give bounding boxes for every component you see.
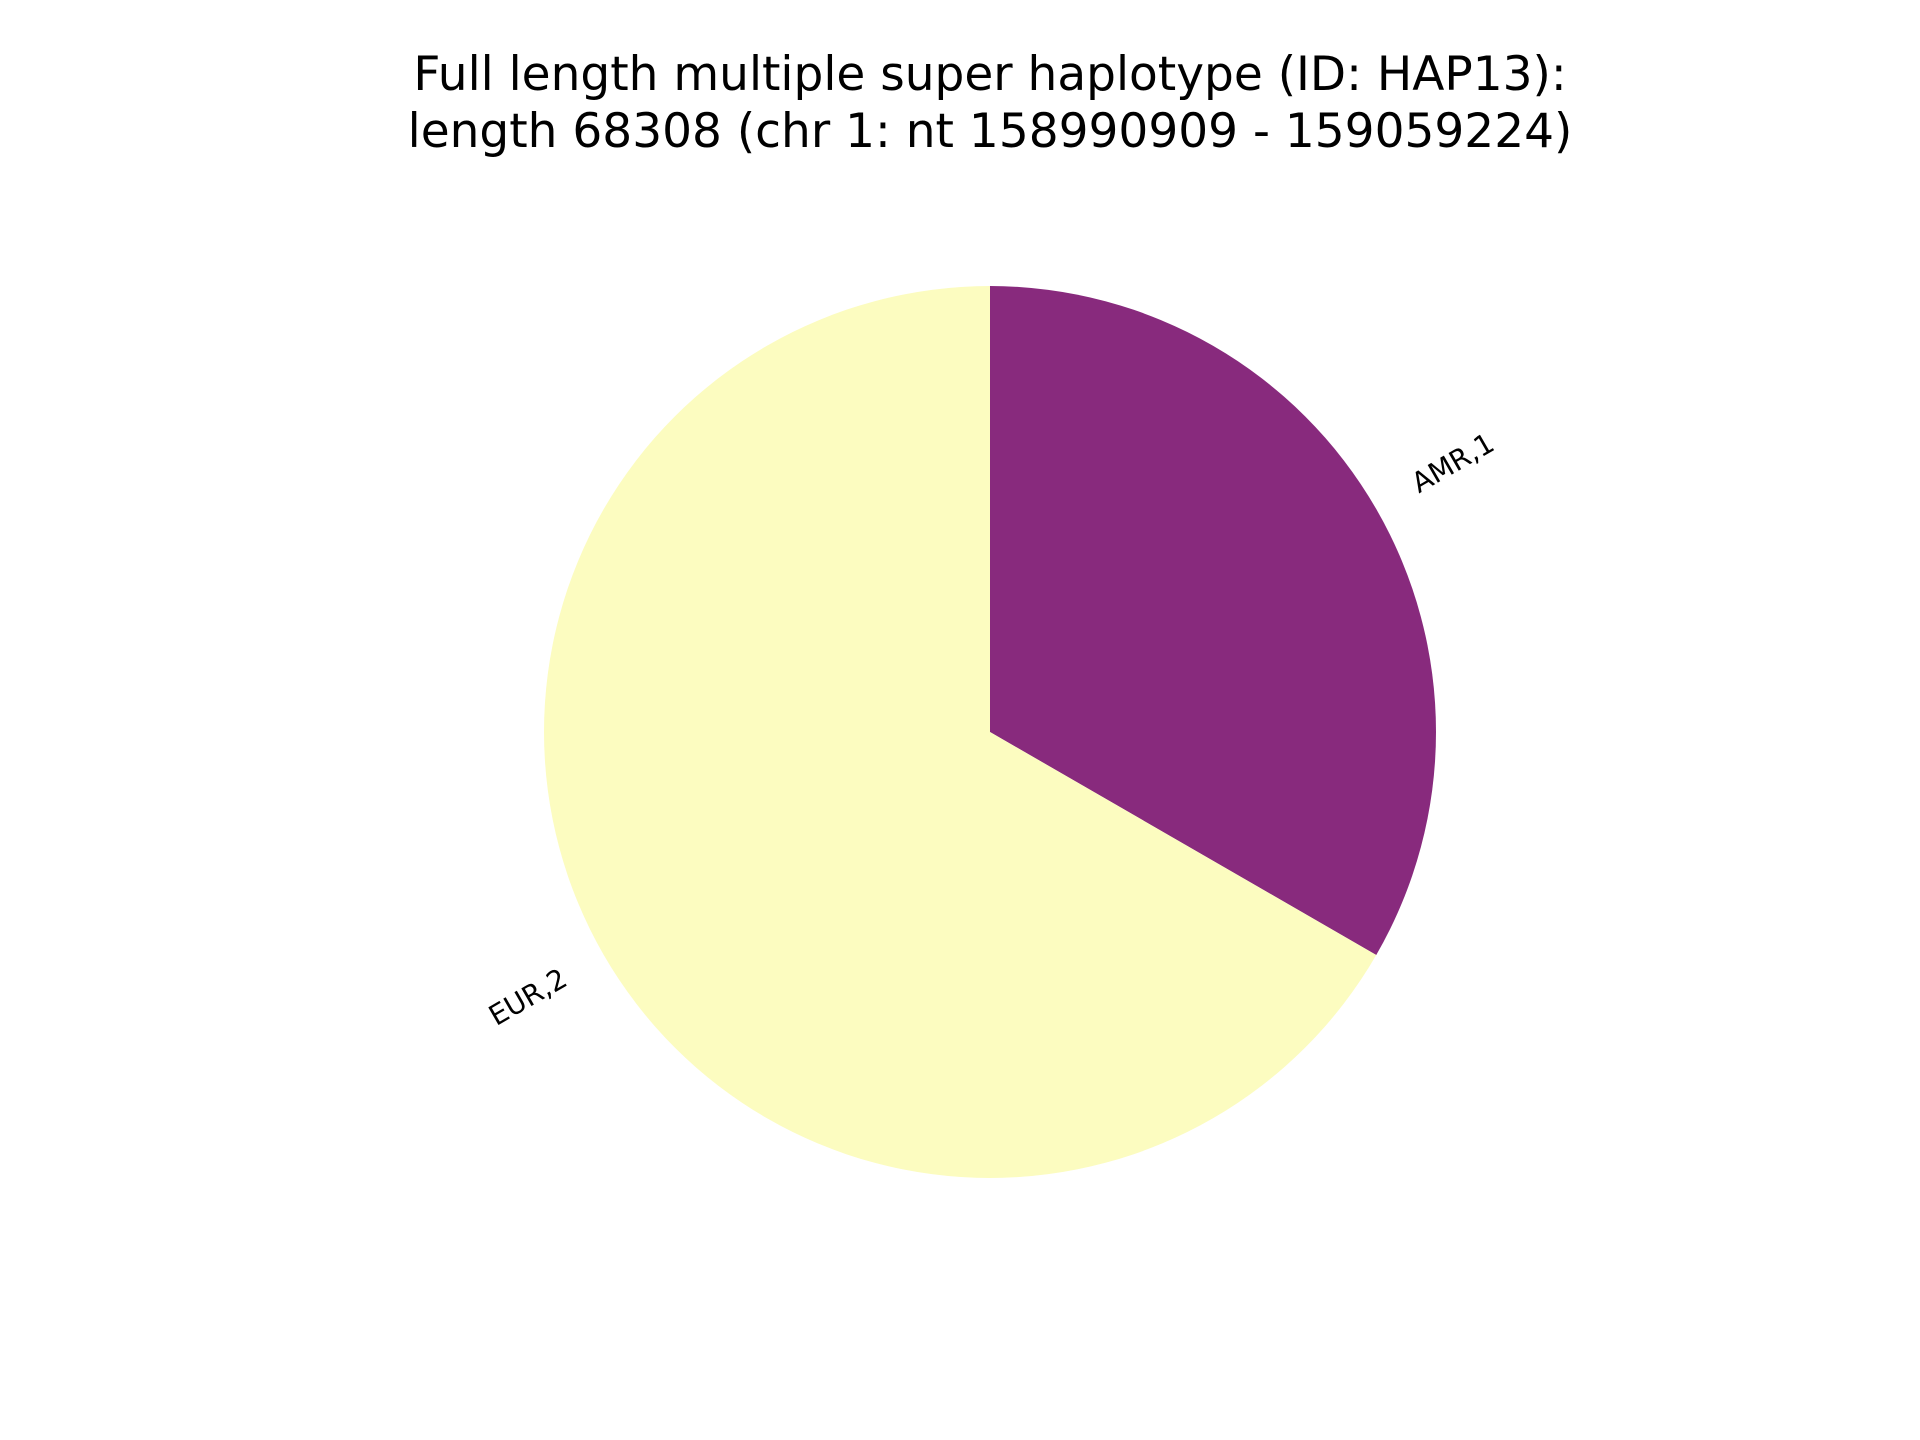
pie-label-amr: AMR,1 xyxy=(1406,426,1500,499)
chart-title: Full length multiple super haplotype (ID… xyxy=(0,46,1920,160)
pie-slice-eur xyxy=(544,286,1377,1178)
pie-slices xyxy=(544,286,1436,1178)
chart-title-line-1: Full length multiple super haplotype (ID… xyxy=(413,47,1567,102)
chart-title-line-2: length 68308 (chr 1: nt 158990909 - 1590… xyxy=(407,104,1573,159)
pie-label-eur: EUR,2 xyxy=(483,962,573,1033)
pie-slice-amr xyxy=(990,286,1436,955)
